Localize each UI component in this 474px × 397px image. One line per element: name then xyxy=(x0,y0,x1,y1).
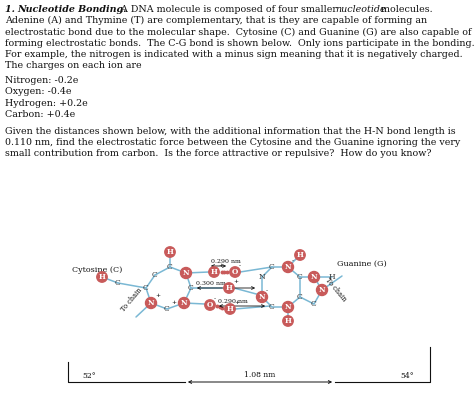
Text: N: N xyxy=(319,286,325,294)
Text: A DNA molecule is composed of four smaller: A DNA molecule is composed of four small… xyxy=(115,5,340,14)
Text: C: C xyxy=(188,284,194,292)
Text: Guanine (G): Guanine (G) xyxy=(337,260,387,268)
Circle shape xyxy=(224,283,234,293)
Text: N: N xyxy=(148,299,155,307)
Text: N: N xyxy=(310,273,317,281)
Text: H: H xyxy=(226,284,232,292)
Circle shape xyxy=(225,304,235,314)
Text: 1.: 1. xyxy=(5,5,18,14)
Text: 0.290 nm: 0.290 nm xyxy=(218,299,248,304)
Text: Adenine (A) and Thymine (T) are complementary, that is they are capable of formi: Adenine (A) and Thymine (T) are compleme… xyxy=(5,16,427,25)
Text: H: H xyxy=(284,317,292,325)
Text: -: - xyxy=(239,263,241,268)
Text: Nucleotide Bonding.: Nucleotide Bonding. xyxy=(17,5,127,14)
Text: C: C xyxy=(152,271,158,279)
Text: O: O xyxy=(207,301,213,309)
Text: C: C xyxy=(269,263,275,271)
Text: Carbon: +0.4e: Carbon: +0.4e xyxy=(5,110,75,119)
Text: Nitrogen: -0.2e: Nitrogen: -0.2e xyxy=(5,76,78,85)
Text: C: C xyxy=(297,293,303,301)
Text: +: + xyxy=(171,300,176,305)
Text: To chain: To chain xyxy=(120,287,144,314)
Text: N: N xyxy=(259,293,265,301)
Text: N: N xyxy=(259,273,265,281)
Text: 0.300 nm: 0.300 nm xyxy=(196,281,226,286)
Text: N: N xyxy=(285,263,292,271)
Text: Oxygen: -0.4e: Oxygen: -0.4e xyxy=(5,87,72,96)
Text: electrostatic bond due to the molecular shape.  Cytosine (C) and Guanine (G) are: electrostatic bond due to the molecular … xyxy=(5,27,472,37)
Circle shape xyxy=(283,301,293,312)
Text: O: O xyxy=(232,268,238,276)
Text: H: H xyxy=(227,305,233,313)
Circle shape xyxy=(295,250,305,260)
Text: N: N xyxy=(182,269,189,277)
Circle shape xyxy=(205,300,215,310)
Text: 52°: 52° xyxy=(82,372,96,380)
Text: For example, the nitrogen is indicated with a minus sign meaning that it is nega: For example, the nitrogen is indicated w… xyxy=(5,50,463,59)
Text: +: + xyxy=(218,263,223,268)
Text: H: H xyxy=(328,273,335,281)
Text: H: H xyxy=(210,268,218,276)
Text: 54°: 54° xyxy=(401,372,414,380)
Text: 1.08 nm: 1.08 nm xyxy=(244,371,276,379)
Circle shape xyxy=(165,247,175,257)
Circle shape xyxy=(309,272,319,283)
Text: C: C xyxy=(143,284,149,292)
Circle shape xyxy=(97,272,107,282)
Circle shape xyxy=(283,262,293,272)
Text: N: N xyxy=(181,299,187,307)
Text: H: H xyxy=(99,273,105,281)
Text: +: + xyxy=(155,293,160,298)
Text: forming electrostatic bonds.  The C-G bond is shown below.  Only ions participat: forming electrostatic bonds. The C-G bon… xyxy=(5,39,474,48)
Text: +: + xyxy=(234,300,239,305)
Text: 0.290 nm: 0.290 nm xyxy=(211,259,241,264)
Text: C: C xyxy=(167,263,173,271)
Circle shape xyxy=(209,267,219,277)
Text: C: C xyxy=(269,303,275,311)
Text: The charges on each ion are: The charges on each ion are xyxy=(5,61,142,70)
Text: small contribution from carbon.  Is the force attractive or repulsive?  How do y: small contribution from carbon. Is the f… xyxy=(5,149,431,158)
Circle shape xyxy=(146,297,156,308)
Text: H: H xyxy=(297,251,303,259)
Text: -: - xyxy=(214,296,216,301)
Text: 0.110 nm, find the electrostatic force between the Cytosine and the Guanine igno: 0.110 nm, find the electrostatic force b… xyxy=(5,138,460,147)
Circle shape xyxy=(283,316,293,326)
Circle shape xyxy=(181,268,191,279)
Text: C: C xyxy=(164,305,170,313)
Text: -: - xyxy=(266,288,268,293)
Circle shape xyxy=(256,291,267,303)
Text: -: - xyxy=(292,258,294,263)
Text: molecules.: molecules. xyxy=(378,5,433,14)
Text: N: N xyxy=(285,303,292,311)
Text: Given the distances shown below, with the additional information that the H-N bo: Given the distances shown below, with th… xyxy=(5,127,456,136)
Circle shape xyxy=(317,285,328,295)
Text: C: C xyxy=(297,273,303,281)
Text: nucleotide: nucleotide xyxy=(335,5,386,14)
Text: +: + xyxy=(233,279,238,284)
Text: C: C xyxy=(311,300,317,308)
Text: Cytosine (C): Cytosine (C) xyxy=(72,266,122,274)
Text: Hydrogen: +0.2e: Hydrogen: +0.2e xyxy=(5,98,88,108)
Circle shape xyxy=(179,297,190,308)
Text: To chain: To chain xyxy=(324,277,348,303)
Circle shape xyxy=(230,267,240,277)
Text: H: H xyxy=(166,248,173,256)
Text: C: C xyxy=(115,279,121,287)
